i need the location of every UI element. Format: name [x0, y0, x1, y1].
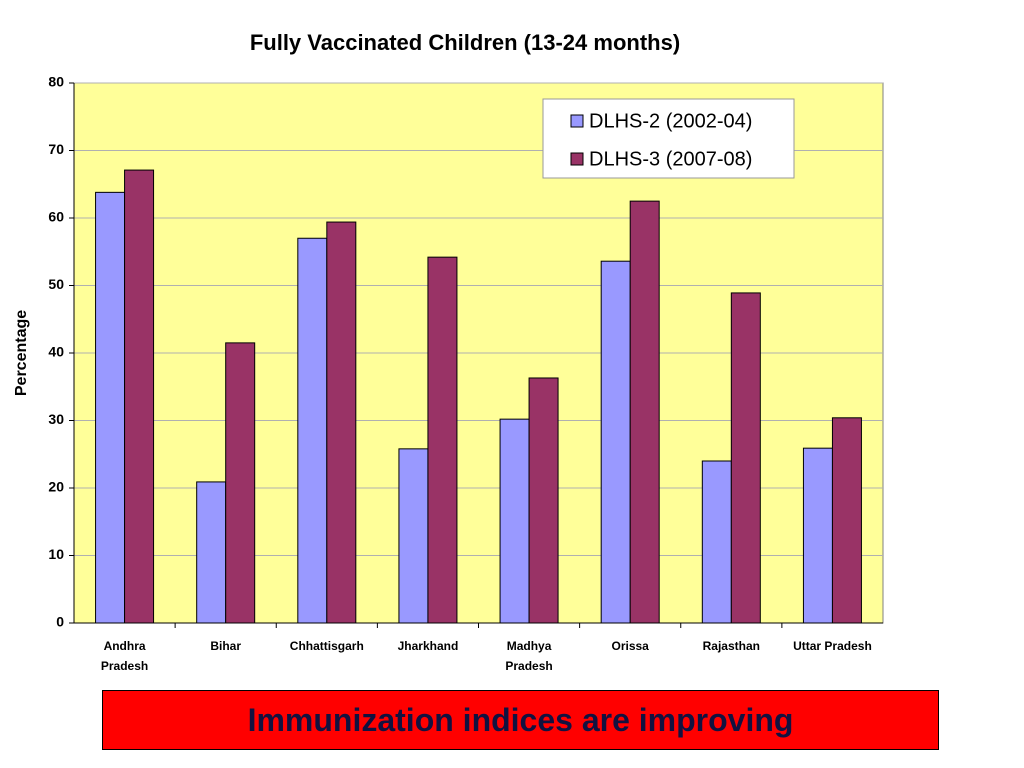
bar: [802, 447, 833, 624]
bar: [95, 191, 126, 624]
bar: [124, 169, 155, 624]
x-tick-label: Andhra Pradesh: [100, 639, 149, 673]
y-tick-label: 50: [48, 276, 64, 292]
bar: [831, 417, 862, 624]
y-tick-label: 70: [48, 141, 64, 157]
legend-swatch: [570, 152, 584, 166]
legend-box: [542, 98, 795, 179]
bar: [196, 481, 227, 624]
x-tick-label: Uttar Pradesh: [793, 639, 872, 653]
y-tick-label: 40: [48, 344, 64, 360]
bar: [225, 342, 256, 624]
legend-label: DLHS-2 (2002-04): [589, 110, 752, 132]
legend-swatch: [570, 114, 584, 128]
y-tick-label: 80: [48, 74, 64, 90]
bar: [499, 418, 530, 624]
y-tick-label: 0: [56, 614, 64, 630]
y-axis-label: Percentage: [13, 310, 30, 396]
x-tick-label: Rajasthan: [702, 639, 760, 653]
bar: [701, 460, 732, 624]
bar: [427, 256, 458, 624]
y-tick-label: 30: [48, 411, 64, 427]
legend-label: DLHS-3 (2007-08): [589, 148, 752, 170]
bar: [326, 221, 357, 624]
chart: Fully Vaccinated Children (13-24 months)…: [13, 30, 884, 630]
y-tick-label: 60: [48, 209, 64, 225]
bar: [297, 237, 328, 624]
x-tick-label: Orissa: [611, 639, 649, 653]
y-tick-label: 20: [48, 479, 64, 495]
bar: [600, 260, 631, 624]
bar: [629, 200, 660, 624]
bar: [398, 448, 429, 624]
bar: [528, 377, 559, 624]
chart-title: Fully Vaccinated Children (13-24 months): [250, 30, 680, 55]
x-tick-label: Madhya Pradesh: [505, 639, 553, 673]
x-tick-label: Jharkhand: [397, 639, 459, 653]
x-tick-label: Chhattisgarh: [289, 639, 364, 653]
bar: [730, 292, 761, 624]
y-tick-label: 10: [48, 546, 64, 562]
banner: Immunization indices are improving: [102, 690, 939, 750]
x-tick-label: Bihar: [210, 639, 242, 653]
